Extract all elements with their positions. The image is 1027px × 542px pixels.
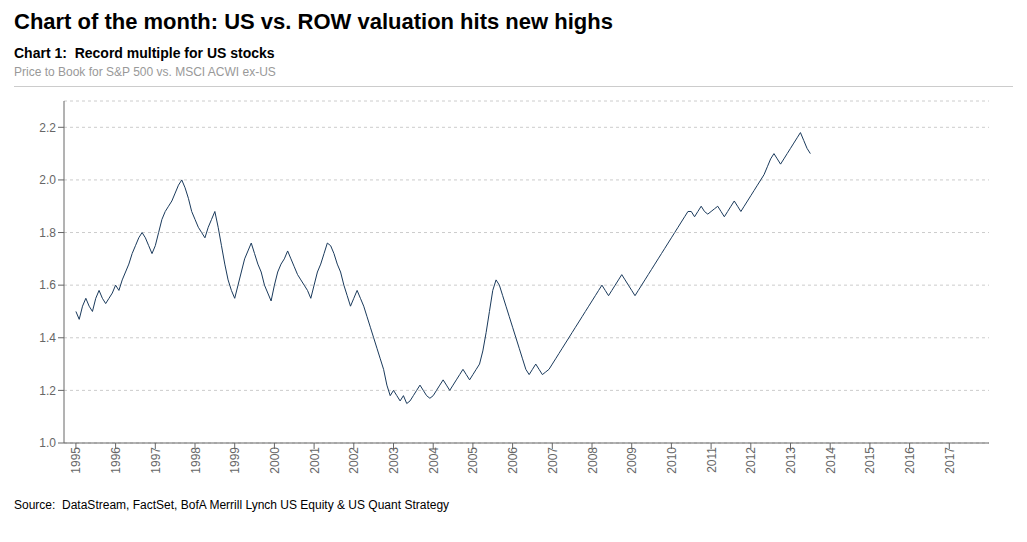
svg-text:2.2: 2.2 xyxy=(39,121,56,135)
svg-text:2002: 2002 xyxy=(347,447,361,474)
svg-text:2005: 2005 xyxy=(466,447,480,474)
svg-text:2017: 2017 xyxy=(943,447,957,474)
svg-text:2013: 2013 xyxy=(784,447,798,474)
svg-text:2010: 2010 xyxy=(665,447,679,474)
svg-text:2.0: 2.0 xyxy=(39,173,56,187)
svg-text:1999: 1999 xyxy=(228,447,242,474)
svg-text:2003: 2003 xyxy=(387,447,401,474)
svg-text:2016: 2016 xyxy=(903,447,917,474)
svg-text:1.4: 1.4 xyxy=(39,331,56,345)
html-text:Chart of the month: US vs. ROW: Chart of the month: US vs. ROW valuation… xyxy=(14,9,613,34)
html-text:Price to Book for S&P 500 vs.: Price to Book for S&P 500 vs. MSCI ACWI … xyxy=(14,65,276,79)
svg-text:1997: 1997 xyxy=(149,447,163,474)
svg-text:2000: 2000 xyxy=(268,447,282,474)
svg-text:2004: 2004 xyxy=(427,447,441,474)
svg-text:1996: 1996 xyxy=(109,447,123,474)
svg-text:1.8: 1.8 xyxy=(39,226,56,240)
html-text:Chart 1: Record multiple for U: Chart 1: Record multiple for US stocks xyxy=(14,45,275,61)
svg-text:2011: 2011 xyxy=(705,447,719,473)
svg-text:1.0: 1.0 xyxy=(39,436,56,450)
svg-text:1.6: 1.6 xyxy=(39,278,56,292)
svg-text:1995: 1995 xyxy=(69,447,83,474)
svg-text:2008: 2008 xyxy=(586,447,600,474)
svg-text:2007: 2007 xyxy=(546,447,560,474)
svg-text:2015: 2015 xyxy=(863,447,877,474)
svg-text:1998: 1998 xyxy=(189,447,203,474)
html-text:Source: DataStream, FactSet, B: Source: DataStream, FactSet, BofA Merril… xyxy=(14,498,450,512)
svg-text:2006: 2006 xyxy=(506,447,520,474)
svg-text:2012: 2012 xyxy=(744,447,758,474)
svg-text:2014: 2014 xyxy=(824,447,838,474)
svg-text:2001: 2001 xyxy=(308,447,322,474)
svg-text:1.2: 1.2 xyxy=(39,384,56,398)
svg-text:2009: 2009 xyxy=(625,447,639,474)
